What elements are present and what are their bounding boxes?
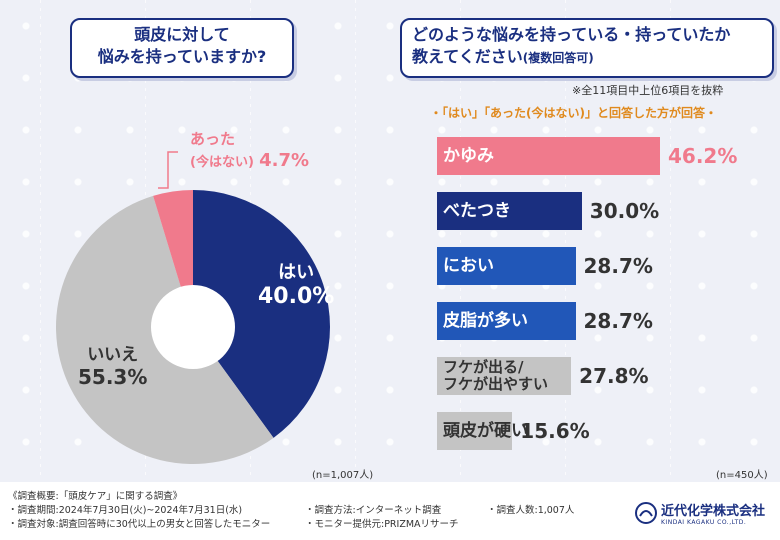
logo-subtext: KINDAI KAGAKU CO.,LTD.	[661, 519, 747, 526]
right-n-count: (n=450人)	[716, 470, 768, 481]
logo-mark-icon	[635, 502, 657, 524]
logo-text: 近代化学株式会社	[661, 504, 766, 519]
pie-label-no: いいえ	[87, 345, 139, 365]
pie-label-had-line2: (今はない)	[190, 155, 254, 170]
bar-4: フケが出る/フケが出やすい 27.8%	[437, 357, 649, 395]
bar-3: 皮脂が多い 28.7%	[437, 302, 653, 340]
pie-label-yes-group: はい 40.0%	[258, 258, 334, 309]
pie-label-had: あった (今はない) 4.7%	[190, 128, 309, 174]
pie-value-no: 55.3%	[78, 365, 148, 389]
company-logo: 近代化学株式会社 KINDAI KAGAKU CO.,LTD.	[635, 500, 765, 526]
pie-value-had: 4.7%	[259, 150, 310, 171]
bar-label-line2-4: フケが出やすい	[443, 375, 549, 393]
bar-value-4: 27.8%	[579, 364, 649, 388]
bar-label-3: 皮脂が多い	[443, 311, 528, 331]
bar-label-line1-4: フケが出る/	[443, 358, 524, 376]
bar-1: べたつき 30.0%	[437, 192, 659, 230]
pie-label-yes: はい	[278, 262, 315, 283]
footer-method: ・調査方法:インターネット調査	[305, 505, 442, 516]
right-subnote: ・「はい」「あった(今はない)」と回答した方が回答・	[430, 106, 717, 120]
right-question-suffix: (複数回答可)	[522, 51, 594, 65]
pie-center-hole	[151, 285, 235, 369]
footer-provider: ・モニター提供元:PRIZMAリサーチ	[305, 519, 459, 530]
right-question-line2: 教えてください	[412, 47, 523, 66]
footer-summary: 《調査概要:「頭皮ケア」に関する調査》	[8, 491, 183, 502]
footer-period: ・調査期間:2024年7月30日(火)~2024年7月31日(水)	[8, 505, 243, 516]
footer-count: ・調査人数:1,007人	[487, 505, 575, 516]
pie-label-had-line1: あった	[190, 130, 236, 148]
bar-label-4: フケが出る/フケが出やすい	[443, 359, 548, 393]
footer-target: ・調査対象:調査回答時に30代以上の男女と回答したモニター	[8, 519, 271, 530]
left-question-line1: 頭皮に対して	[134, 25, 230, 44]
bar-value-3: 28.7%	[583, 309, 653, 333]
pie-value-yes: 40.0%	[258, 284, 335, 309]
pie-slice-yes	[193, 190, 330, 438]
bar-value-0: 46.2%	[668, 144, 738, 168]
pie-label-no-group: いいえ 55.3%	[78, 340, 147, 389]
bar-value-5: 15.6%	[520, 419, 590, 443]
right-question-main: どのような悩みを持っている・持っていたか	[412, 25, 731, 44]
bar-label-0: かゆみ	[443, 146, 494, 166]
bar-label-5: 頭皮が硬い	[443, 421, 528, 441]
pie-leader-line	[158, 151, 178, 189]
right-question-box: どのような悩みを持っている・持っていたか 教えてください(複数回答可)	[400, 18, 774, 78]
left-question-box: 頭皮に対して 悩みを持っていますか?	[70, 18, 294, 78]
bar-label-2: におい	[443, 256, 494, 276]
right-note: ※全11項目中上位6項目を抜粋	[572, 84, 724, 97]
bar-2: におい 28.7%	[437, 247, 653, 285]
left-question-line2: 悩みを持っていますか?	[97, 47, 267, 66]
bar-0: かゆみ 46.2%	[437, 137, 737, 175]
bar-value-2: 28.7%	[583, 254, 653, 278]
bar-value-1: 30.0%	[589, 199, 660, 223]
footer: 《調査概要:「頭皮ケア」に関する調査》 ・調査期間:2024年7月30日(火)~…	[0, 482, 780, 540]
bar-label-1: べたつき	[443, 201, 511, 221]
left-n-count: (n=1,007人)	[312, 470, 374, 481]
bar-5: 頭皮が硬い 15.6%	[437, 412, 590, 450]
